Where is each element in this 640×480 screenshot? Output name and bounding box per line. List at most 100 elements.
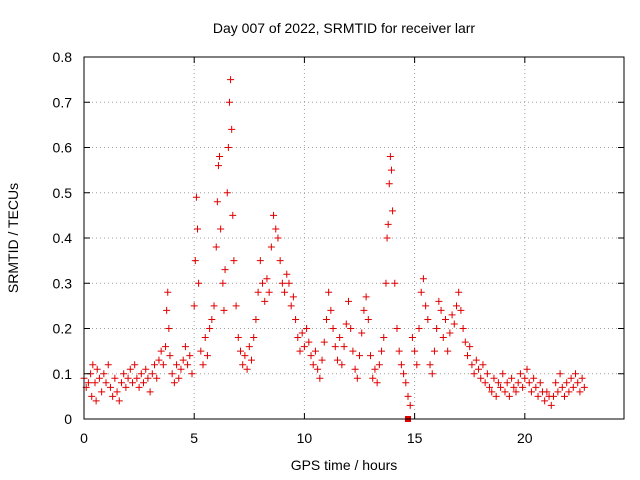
data-point	[386, 153, 394, 161]
data-point	[274, 234, 282, 242]
data-point	[314, 365, 322, 373]
data-point	[102, 379, 110, 387]
data-point	[272, 225, 280, 233]
data-point	[569, 383, 577, 391]
data-point	[151, 361, 159, 369]
data-point	[565, 388, 573, 396]
data-point	[413, 361, 421, 369]
data-point	[115, 397, 123, 405]
data-point	[437, 306, 445, 314]
data-point	[179, 356, 187, 364]
data-point	[252, 315, 260, 323]
data-point	[194, 225, 202, 233]
data-point	[84, 379, 92, 387]
data-point	[505, 392, 513, 400]
data-point	[120, 370, 128, 378]
data-point	[519, 383, 527, 391]
data-point	[281, 288, 289, 296]
data-point	[133, 374, 141, 382]
data-point	[349, 347, 357, 355]
data-point	[514, 379, 522, 387]
data-point	[402, 379, 410, 387]
data-point	[406, 401, 414, 409]
data-point	[530, 374, 538, 382]
data-point	[371, 365, 379, 373]
data-point	[283, 270, 291, 278]
data-point	[243, 365, 251, 373]
data-point	[541, 397, 549, 405]
x-axis-title: GPS time / hours	[291, 457, 398, 473]
x-tick-label: 15	[407, 430, 423, 446]
data-point	[98, 388, 106, 396]
data-point	[294, 334, 302, 342]
data-point	[236, 347, 244, 355]
data-point	[428, 370, 436, 378]
data-point	[543, 388, 551, 396]
data-point	[224, 144, 232, 151]
data-point	[142, 365, 150, 373]
data-point	[254, 288, 262, 296]
data-point	[461, 338, 469, 346]
y-axis-title: SRMTID / TECUs	[5, 183, 21, 293]
data-point	[362, 293, 370, 301]
data-point	[248, 356, 256, 364]
x-tick-label: 0	[80, 430, 88, 446]
data-point	[385, 180, 393, 188]
data-point	[404, 392, 412, 400]
data-point	[300, 343, 308, 351]
data-point	[552, 379, 560, 387]
data-point	[327, 306, 335, 314]
data-point	[347, 325, 355, 332]
data-point	[351, 365, 359, 373]
data-point	[576, 388, 584, 396]
data-point	[536, 379, 544, 387]
data-point	[503, 379, 511, 387]
data-point	[387, 166, 395, 174]
data-point	[186, 352, 194, 360]
data-point	[384, 220, 392, 228]
data-point	[122, 383, 130, 391]
data-point	[358, 329, 366, 337]
data-point	[411, 347, 419, 355]
data-point	[574, 379, 582, 387]
data-point	[470, 370, 478, 378]
y-tick-label: 0.2	[53, 321, 73, 337]
data-point	[131, 361, 139, 369]
data-point	[455, 288, 463, 296]
data-point	[580, 383, 588, 391]
data-point	[287, 302, 295, 310]
data-point	[549, 392, 557, 400]
data-point	[144, 374, 152, 382]
data-point	[307, 352, 315, 360]
data-point	[393, 325, 401, 332]
data-point	[100, 370, 108, 378]
data-point	[162, 343, 170, 351]
data-point	[331, 343, 339, 351]
data-point	[137, 370, 145, 378]
data-point	[210, 302, 218, 310]
data-point	[234, 334, 242, 342]
data-point	[492, 392, 500, 400]
data-point	[466, 343, 474, 351]
data-point	[316, 374, 324, 382]
data-point	[501, 388, 509, 396]
data-point	[153, 374, 161, 382]
data-point	[510, 383, 518, 391]
data-point	[227, 76, 235, 84]
data-point	[450, 320, 458, 328]
data-point	[318, 356, 326, 364]
data-point	[364, 315, 372, 323]
data-point	[140, 379, 148, 387]
data-point	[263, 275, 271, 283]
data-point	[223, 189, 231, 197]
data-point	[221, 266, 229, 274]
chart-title: Day 007 of 2022, SRMTID for receiver lar…	[213, 20, 476, 36]
data-point	[523, 365, 531, 373]
data-point	[241, 352, 249, 360]
data-point	[190, 302, 198, 310]
data-point	[309, 361, 317, 369]
data-point	[175, 374, 183, 382]
y-tick-label: 0.1	[53, 366, 73, 382]
data-point	[203, 352, 211, 360]
data-point	[322, 315, 330, 323]
